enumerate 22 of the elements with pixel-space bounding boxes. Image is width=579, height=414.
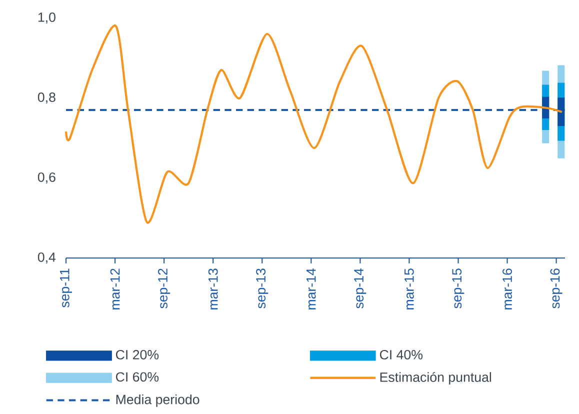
x-tick-label: mar-13 xyxy=(208,268,218,310)
bar xyxy=(558,98,565,126)
legend-label: CI 60% xyxy=(116,372,159,382)
y-tick-label: 1,0 xyxy=(38,12,56,24)
legend-label: CI 40% xyxy=(380,350,423,360)
x-tick-label: mar-15 xyxy=(404,268,414,310)
legend-label: Estimación puntual xyxy=(380,372,492,385)
y-tick-label: 0,8 xyxy=(38,92,56,104)
x-tick-label: sep-14 xyxy=(354,268,366,308)
x-tick-label: sep-11 xyxy=(60,268,72,308)
y-tick-label: 0,4 xyxy=(38,252,56,264)
legend-label: CI 20% xyxy=(116,350,159,360)
y-tick-label: 0,6 xyxy=(38,172,56,184)
x-tick-label: mar-14 xyxy=(306,268,316,310)
x-tick-label: sep-12 xyxy=(158,268,170,308)
line-series xyxy=(64,24,563,224)
x-tick-label: mar-12 xyxy=(110,268,120,310)
x-tick-label: mar-16 xyxy=(502,268,512,310)
legend-label: Media periodo xyxy=(116,394,200,407)
x-tick-label: sep-16 xyxy=(550,268,562,308)
x-tick-label: sep-13 xyxy=(256,268,268,308)
x-tick-label: sep-15 xyxy=(452,268,464,308)
